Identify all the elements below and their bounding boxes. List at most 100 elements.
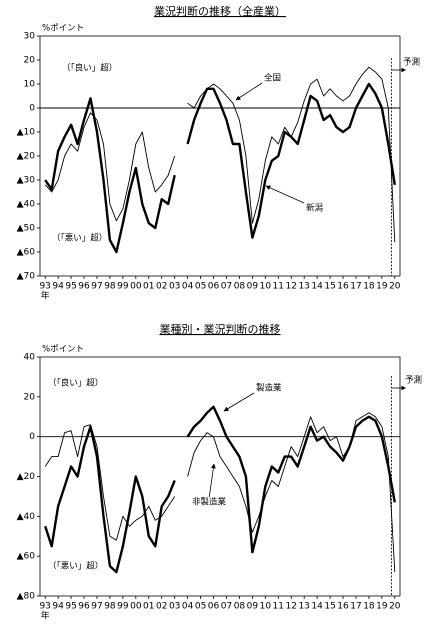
x-tick-label: 02 bbox=[156, 282, 167, 292]
x-tick-label: 06 bbox=[208, 282, 220, 292]
y-tick-label: 30 bbox=[24, 32, 36, 42]
y-tick-label: ▲20 bbox=[17, 472, 36, 482]
x-tick-label: 09 bbox=[247, 602, 259, 612]
x-tick-label: 93 bbox=[39, 602, 50, 612]
annotation-arrow bbox=[208, 463, 216, 498]
x-tick-label: 99 bbox=[117, 602, 129, 612]
x-tick-label: 98 bbox=[104, 602, 116, 612]
x-unit: 年 bbox=[41, 610, 50, 622]
x-tick-label: 95 bbox=[65, 282, 76, 292]
x-tick-label: 00 bbox=[130, 282, 142, 292]
annotation-arrow bbox=[265, 185, 305, 204]
x-tick-label: 95 bbox=[65, 602, 76, 612]
annotation: （「良い」超） bbox=[48, 378, 103, 389]
x-tick-label: 08 bbox=[234, 282, 246, 292]
x-tick-label: 98 bbox=[104, 282, 116, 292]
annotation: 非製造業 bbox=[192, 497, 227, 508]
x-tick-label: 14 bbox=[311, 602, 323, 612]
x-tick-label: 05 bbox=[195, 282, 206, 292]
annotation: 予測 bbox=[403, 57, 420, 68]
x-tick-label: 12 bbox=[285, 282, 296, 292]
chart-title: 業種別・業況判断の推移 bbox=[160, 322, 281, 336]
x-tick-label: 94 bbox=[52, 602, 64, 612]
x-tick-label: 18 bbox=[363, 602, 375, 612]
x-tick-label: 03 bbox=[169, 282, 180, 292]
x-tick-label: 19 bbox=[376, 282, 388, 292]
x-tick-label: 15 bbox=[324, 602, 335, 612]
x-tick-label: 93 bbox=[39, 282, 50, 292]
y-tick-label: 20 bbox=[24, 392, 36, 402]
y-axis-label: %ポイント bbox=[42, 345, 84, 355]
y-axis-label: %ポイント bbox=[42, 24, 84, 34]
x-tick-label: 14 bbox=[311, 282, 323, 292]
annotation: 新潟 bbox=[306, 203, 324, 214]
annotation-arrow bbox=[235, 82, 263, 101]
annotation: （「良い」超） bbox=[62, 63, 117, 74]
annotation-arrow bbox=[223, 392, 255, 412]
x-tick-label: 20 bbox=[389, 602, 401, 612]
x-tick-label: 11 bbox=[273, 602, 284, 612]
x-tick-label: 02 bbox=[156, 602, 167, 612]
x-tick-label: 19 bbox=[376, 602, 388, 612]
x-tick-label: 04 bbox=[182, 282, 194, 292]
series-line bbox=[44, 82, 396, 254]
x-tick-label: 10 bbox=[260, 282, 272, 292]
y-tick-label: 0 bbox=[29, 104, 35, 114]
x-tick-label: 11 bbox=[273, 282, 284, 292]
x-tick-label: 97 bbox=[91, 282, 102, 292]
x-tick-label: 06 bbox=[208, 602, 220, 612]
x-tick-label: 16 bbox=[337, 602, 349, 612]
x-tick-label: 08 bbox=[234, 602, 246, 612]
annotation: 製造業 bbox=[256, 383, 282, 394]
x-tick-label: 13 bbox=[298, 282, 309, 292]
y-tick-label: 40 bbox=[24, 353, 36, 363]
x-tick-label: 17 bbox=[350, 602, 361, 612]
x-tick-label: 00 bbox=[130, 602, 142, 612]
x-tick-label: 03 bbox=[169, 602, 180, 612]
x-tick-label: 20 bbox=[389, 282, 401, 292]
series-line bbox=[44, 66, 396, 243]
x-tick-label: 17 bbox=[350, 282, 361, 292]
x-tick-label: 96 bbox=[78, 282, 90, 292]
x-tick-label: 09 bbox=[247, 282, 259, 292]
x-tick-label: 04 bbox=[182, 602, 194, 612]
x-tick-label: 12 bbox=[285, 602, 296, 612]
x-tick-label: 15 bbox=[324, 282, 335, 292]
y-tick-label: ▲40 bbox=[17, 512, 36, 522]
x-tick-label: 01 bbox=[143, 602, 154, 612]
x-tick-label: 13 bbox=[298, 602, 309, 612]
y-tick-label: 10 bbox=[24, 80, 36, 90]
series-line bbox=[44, 405, 396, 574]
y-tick-label: ▲60 bbox=[17, 248, 36, 258]
x-tick-label: 96 bbox=[78, 602, 90, 612]
y-tick-label: ▲30 bbox=[17, 176, 36, 186]
x-tick-label: 18 bbox=[363, 282, 375, 292]
y-tick-label: 0 bbox=[29, 432, 35, 442]
x-tick-label: 97 bbox=[91, 602, 102, 612]
series-line bbox=[44, 412, 396, 573]
annotation: （「悪い」超） bbox=[48, 561, 103, 572]
x-tick-label: 07 bbox=[221, 282, 232, 292]
x-tick-label: 16 bbox=[337, 282, 349, 292]
y-tick-label: ▲70 bbox=[17, 272, 36, 282]
y-tick-label: ▲10 bbox=[17, 128, 36, 138]
x-tick-label: 07 bbox=[221, 602, 232, 612]
x-unit: 年 bbox=[41, 290, 50, 302]
x-tick-label: 99 bbox=[117, 282, 129, 292]
y-tick-label: ▲40 bbox=[17, 200, 36, 210]
y-tick-label: ▲20 bbox=[17, 152, 36, 162]
plot-frame bbox=[39, 356, 401, 597]
x-tick-label: 94 bbox=[52, 282, 64, 292]
x-tick-label: 10 bbox=[260, 602, 272, 612]
y-tick-label: ▲50 bbox=[17, 224, 36, 234]
x-tick-label: 01 bbox=[143, 282, 154, 292]
annotation: 予測 bbox=[405, 375, 422, 386]
y-tick-label: ▲60 bbox=[17, 552, 36, 562]
annotation: （「悪い」超） bbox=[52, 233, 107, 244]
y-tick-label: 20 bbox=[24, 56, 36, 66]
annotation: 全国 bbox=[264, 73, 281, 84]
x-tick-label: 05 bbox=[195, 602, 206, 612]
y-tick-label: ▲80 bbox=[17, 592, 36, 602]
chart-title: 業況判断の推移（全産業） bbox=[154, 4, 286, 18]
